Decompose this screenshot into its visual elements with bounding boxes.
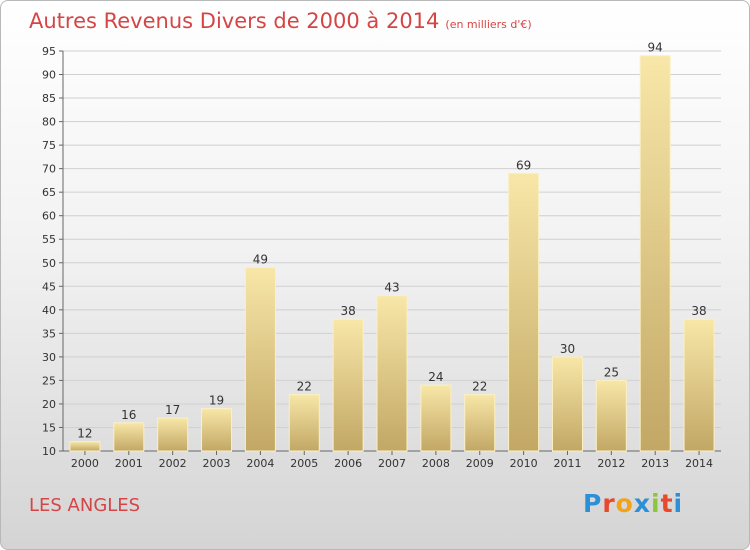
data-label: 69 [516, 158, 531, 172]
x-tick-label: 2009 [466, 457, 494, 470]
x-tick-label: 2002 [159, 457, 187, 470]
x-tick-label: 2004 [246, 457, 274, 470]
logo-letter: i [673, 489, 684, 518]
data-label: 38 [340, 304, 355, 318]
data-label: 19 [209, 394, 224, 408]
bar [595, 379, 627, 452]
x-tick-label: 2000 [71, 457, 99, 470]
data-label: 38 [691, 304, 706, 318]
y-tick-label: 75 [42, 139, 56, 152]
data-label: 25 [604, 365, 619, 379]
data-label: 12 [77, 427, 92, 441]
bar [244, 266, 276, 452]
y-tick-label: 45 [42, 280, 56, 293]
y-tick-label: 65 [42, 186, 56, 199]
data-label: 43 [384, 281, 399, 295]
x-tick-label: 2003 [203, 457, 231, 470]
x-tick-label: 2010 [510, 457, 538, 470]
y-tick-label: 30 [42, 351, 56, 364]
y-tick-label: 90 [42, 69, 56, 82]
data-label: 22 [472, 380, 487, 394]
logo-letter: r [602, 489, 616, 518]
chart-subtitle: (en milliers d'€) [445, 18, 532, 31]
x-tick-label: 2013 [641, 457, 669, 470]
x-tick-label: 2006 [334, 457, 362, 470]
logo-letter: x [633, 489, 651, 518]
x-tick-label: 2008 [422, 457, 450, 470]
bar [551, 356, 583, 452]
logo-letter: t [660, 489, 674, 518]
y-tick-label: 60 [42, 210, 56, 223]
data-label: 17 [165, 403, 180, 417]
y-tick-label: 50 [42, 257, 56, 270]
bar [376, 295, 408, 452]
y-tick-label: 25 [42, 374, 56, 387]
bar [683, 318, 715, 452]
y-tick-label: 95 [42, 45, 56, 58]
y-tick-label: 40 [42, 304, 56, 317]
data-label: 22 [297, 380, 312, 394]
x-tick-label: 2005 [290, 457, 318, 470]
y-tick-label: 85 [42, 92, 56, 105]
y-tick-label: 20 [42, 398, 56, 411]
title-text: Autres Revenus Divers de 2000 à 2014 [29, 9, 440, 33]
location-label: LES ANGLES [29, 495, 141, 516]
x-tick-label: 2014 [685, 457, 713, 470]
data-label: 16 [121, 408, 136, 422]
bar [288, 394, 320, 452]
data-label: 49 [253, 252, 268, 266]
bar [464, 394, 496, 452]
logo-letter: o [615, 489, 634, 518]
data-label: 30 [560, 342, 575, 356]
data-label: 24 [428, 370, 443, 384]
proxiti-logo: Proxiti [583, 489, 683, 518]
x-tick-label: 2012 [597, 457, 625, 470]
bar [420, 384, 452, 452]
bar [508, 172, 540, 452]
bar [332, 318, 364, 452]
y-tick-label: 55 [42, 233, 56, 246]
x-tick-label: 2011 [553, 457, 581, 470]
y-tick-label: 35 [42, 327, 56, 340]
bar [639, 55, 671, 452]
bar [113, 422, 145, 452]
y-tick-label: 70 [42, 163, 56, 176]
y-tick-label: 80 [42, 116, 56, 129]
chart-title: Autres Revenus Divers de 2000 à 2014 (en … [29, 9, 532, 33]
logo-letter: i [651, 489, 661, 518]
y-tick-label: 10 [42, 445, 56, 458]
x-tick-label: 2007 [378, 457, 406, 470]
x-tick-label: 2001 [115, 457, 143, 470]
logo-letter: P [583, 489, 603, 518]
bar [201, 408, 233, 452]
data-label: 94 [648, 41, 663, 55]
bar [69, 441, 101, 452]
y-tick-label: 15 [42, 421, 56, 434]
bar [157, 417, 189, 452]
